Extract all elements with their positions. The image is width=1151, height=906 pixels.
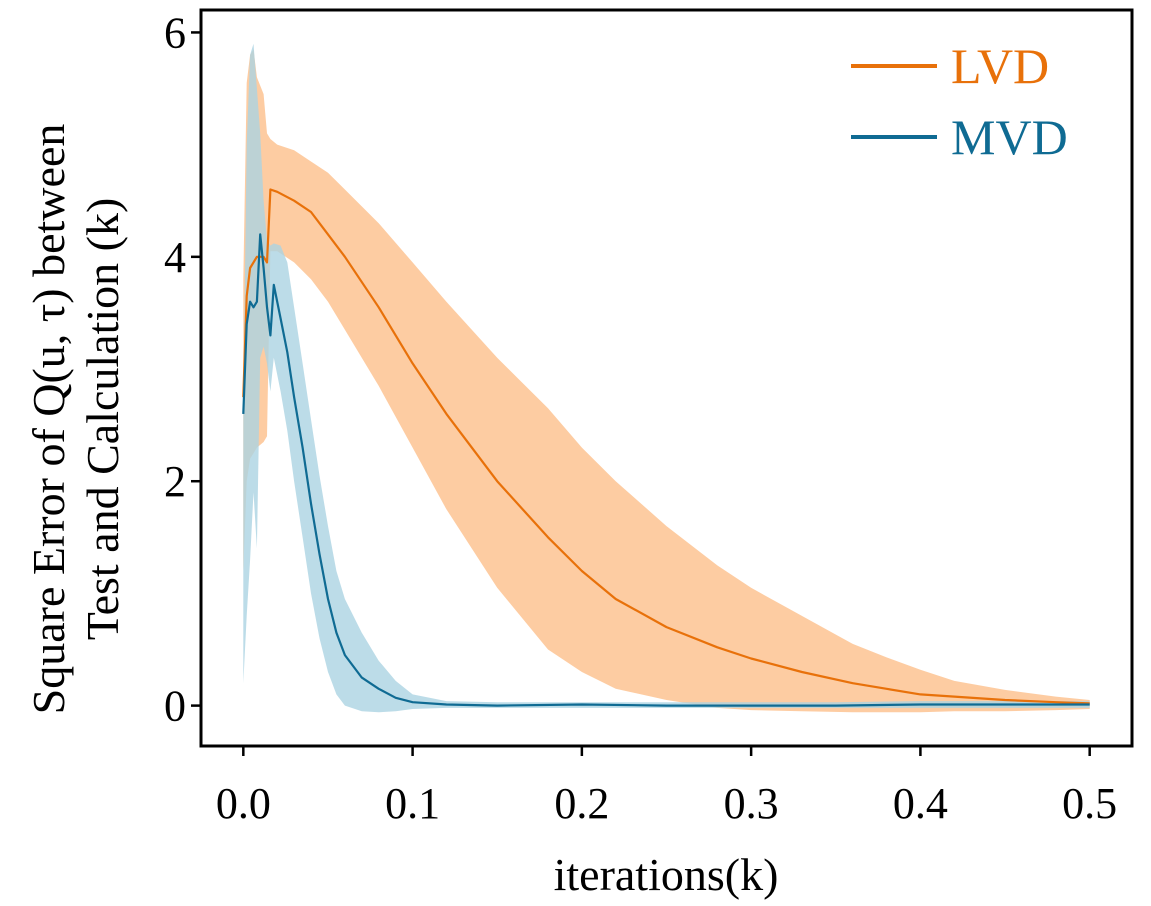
y-axis-label-line-2: Test and Calculation (k) [77,198,128,641]
x-tick-label: 0.2 [554,779,609,828]
y-tick-label: 0 [164,682,186,731]
legend-label-lvd: LVD [951,38,1049,94]
x-tick-label: 0.1 [385,779,440,828]
legend-label-mvd: MVD [951,109,1068,165]
y-axis-ticks: 0 2 4 6 [164,8,201,731]
confidence-bands [243,43,1090,713]
x-axis-label: iterations(k) [554,849,779,900]
y-tick-label: 6 [164,8,186,57]
y-axis-label: Square Error of Q(u, τ) between Test and… [23,124,128,715]
y-axis-label-line-1: Square Error of Q(u, τ) between [23,124,74,715]
legend: LVD MVD [851,38,1068,165]
mvd-line [242,233,1090,707]
mvd-band [243,43,1090,713]
x-tick-label: 0.0 [216,779,271,828]
x-tick-label: 0.4 [893,779,948,828]
y-tick-label: 2 [164,457,186,506]
y-tick-label: 4 [164,233,186,282]
plot-frame [199,8,1134,748]
lvd-band [243,49,1090,713]
series-lines [242,188,1090,707]
x-axis-ticks: 0.0 0.1 0.2 0.3 0.4 0.5 [216,746,1117,828]
x-tick-label: 0.5 [1062,779,1117,828]
x-tick-label: 0.3 [724,779,779,828]
lvd-line [242,188,1090,705]
